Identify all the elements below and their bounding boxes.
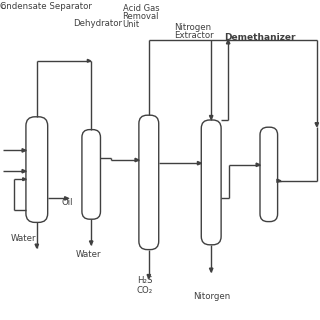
Polygon shape: [315, 123, 318, 126]
Polygon shape: [197, 162, 201, 165]
FancyBboxPatch shape: [26, 117, 48, 222]
Text: H₂S: H₂S: [137, 276, 152, 285]
Text: Nitorgen: Nitorgen: [193, 292, 230, 301]
FancyBboxPatch shape: [139, 115, 159, 250]
Text: Water: Water: [11, 234, 37, 243]
Polygon shape: [210, 116, 213, 119]
Text: Removal: Removal: [123, 12, 159, 21]
Polygon shape: [23, 178, 26, 180]
Text: CO₂: CO₂: [137, 286, 153, 295]
Polygon shape: [277, 179, 281, 182]
Text: Extractor: Extractor: [174, 31, 214, 40]
Text: C: C: [0, 2, 5, 11]
Text: Oil: Oil: [61, 198, 73, 207]
FancyBboxPatch shape: [260, 127, 278, 221]
FancyBboxPatch shape: [82, 130, 100, 219]
Polygon shape: [227, 40, 230, 44]
Text: ondensate Separator: ondensate Separator: [1, 2, 92, 11]
Text: Water: Water: [76, 250, 102, 259]
Polygon shape: [90, 241, 93, 245]
Polygon shape: [87, 60, 91, 62]
FancyBboxPatch shape: [201, 120, 221, 245]
Polygon shape: [22, 149, 26, 152]
Polygon shape: [22, 170, 26, 173]
Text: Demethanizer: Demethanizer: [224, 33, 295, 42]
Text: Acid Gas: Acid Gas: [123, 4, 159, 13]
Text: Dehydrator: Dehydrator: [73, 19, 122, 28]
Text: Unit: Unit: [123, 20, 140, 29]
Polygon shape: [147, 275, 150, 278]
Polygon shape: [256, 163, 260, 166]
Polygon shape: [135, 158, 139, 162]
Polygon shape: [65, 197, 68, 200]
Text: Nitrogen: Nitrogen: [174, 23, 212, 32]
Polygon shape: [35, 244, 38, 248]
Polygon shape: [210, 268, 213, 272]
